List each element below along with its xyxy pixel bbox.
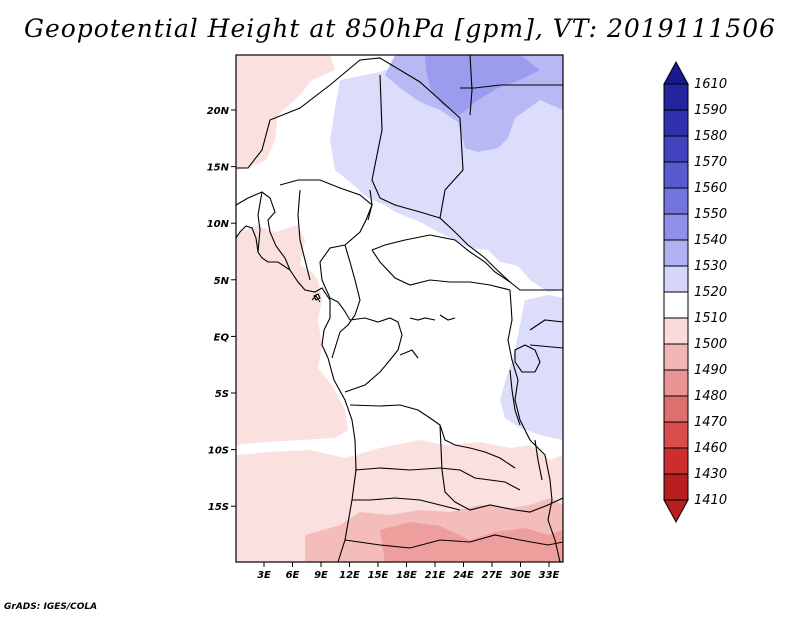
colorbar-level-label: 1540 bbox=[694, 233, 727, 248]
border-redsea bbox=[469, 55, 473, 116]
border-car bbox=[371, 234, 511, 283]
lon-tick-label: 12E bbox=[339, 570, 360, 581]
lat-tick-label: 20N bbox=[207, 106, 230, 117]
lon-tick-label: 9E bbox=[314, 570, 328, 581]
footer-credit: GrADS: IGES/COLA bbox=[4, 602, 98, 612]
border-namibia bbox=[352, 497, 461, 511]
border-westafrica-2 bbox=[257, 191, 263, 253]
border-congo bbox=[331, 244, 361, 359]
colorbar-swatch bbox=[663, 265, 689, 293]
colorbar-level-label: 1610 bbox=[694, 77, 727, 92]
colorbar: 1610 1590 1580 1570 1560 1550 1540 1530 1520 1510… bbox=[663, 60, 727, 524]
colorbar-swatch bbox=[663, 421, 689, 449]
colorbar-level-label: 1480 bbox=[694, 389, 727, 404]
border-north-1 bbox=[236, 57, 461, 169]
border-arabia bbox=[460, 84, 563, 89]
border-east bbox=[507, 289, 561, 562]
lon-tick-label: 6E bbox=[286, 570, 300, 581]
lon-tick-label: 21E bbox=[425, 570, 446, 581]
lon-tick-label: 3E bbox=[257, 570, 271, 581]
border-benin bbox=[297, 189, 311, 281]
lon-tick-label: 33E bbox=[539, 570, 560, 581]
lat-tick-label: 5N bbox=[214, 276, 230, 287]
colorbar-level-label: 1470 bbox=[694, 415, 727, 430]
colorbar-swatch bbox=[663, 395, 689, 423]
shading-gulf-of-guinea bbox=[236, 225, 348, 445]
lat-tick-label: 15S bbox=[208, 502, 229, 513]
lake-volta bbox=[311, 295, 321, 303]
lake-malawi bbox=[534, 439, 543, 481]
shading-arabia-core bbox=[425, 55, 540, 115]
border-north-2 bbox=[439, 117, 563, 291]
colorbar-level-label: 1500 bbox=[694, 337, 727, 352]
border-angola bbox=[354, 467, 521, 491]
colorbar-swatch bbox=[663, 447, 689, 475]
colorbar-swatch bbox=[663, 239, 689, 267]
river-congo-1 bbox=[409, 317, 436, 321]
colorbar-swatch bbox=[663, 187, 689, 215]
border-east-3 bbox=[529, 344, 563, 349]
colorbar-level-label: 1560 bbox=[694, 181, 727, 196]
lon-tick-label: 15E bbox=[368, 570, 389, 581]
border-drc-south bbox=[349, 404, 516, 469]
colorbar-swatch bbox=[663, 317, 689, 345]
border-south bbox=[344, 534, 563, 549]
colorbar-swatch bbox=[663, 135, 689, 163]
colorbar-level-label: 1590 bbox=[694, 103, 727, 118]
colorbar-level-label: 1410 bbox=[694, 493, 727, 508]
colorbar-swatch bbox=[663, 83, 689, 111]
border-zambia bbox=[439, 424, 563, 513]
colorbar-level-label: 1510 bbox=[694, 311, 727, 326]
border-westafrica-1 bbox=[236, 191, 291, 271]
colorbar-level-label: 1580 bbox=[694, 129, 727, 144]
lake-victoria bbox=[514, 344, 541, 373]
lat-tick-label: EQ bbox=[214, 332, 230, 343]
border-nigeria bbox=[279, 179, 373, 221]
colorbar-bottom-arrow bbox=[663, 499, 689, 524]
border-east-2 bbox=[529, 319, 563, 331]
colorbar-top-arrow bbox=[663, 60, 689, 85]
colorbar-level-label: 1490 bbox=[694, 363, 727, 378]
colorbar-swatch bbox=[663, 213, 689, 241]
colorbar-level-label: 1530 bbox=[694, 259, 727, 274]
border-car-south bbox=[371, 249, 511, 291]
lat-tick-label: 15N bbox=[207, 163, 230, 174]
lon-tick-label: 30E bbox=[510, 570, 531, 581]
lon-tick-label: 27E bbox=[482, 570, 503, 581]
colorbar-swatch bbox=[663, 369, 689, 397]
border-chad bbox=[371, 74, 441, 219]
lake-small bbox=[313, 293, 321, 301]
colorbar-swatch bbox=[663, 109, 689, 137]
longitude-axis: 3E 6E 9E 12E 15E 18E 21E 24E 27E 30E 33E bbox=[257, 562, 560, 581]
river-congo-2 bbox=[439, 314, 456, 321]
lat-tick-label: 10N bbox=[207, 219, 230, 230]
colorbar-swatch bbox=[663, 343, 689, 371]
colorbar-swatch bbox=[663, 291, 689, 319]
map-title: Geopotential Height at 850hPa [gpm], VT:… bbox=[23, 14, 777, 43]
colorbar-level-label: 1460 bbox=[694, 441, 727, 456]
lat-tick-label: 10S bbox=[208, 446, 229, 457]
lake-tanganyika bbox=[509, 369, 521, 426]
shading-west-sahara bbox=[236, 55, 335, 170]
lat-tick-label: 5S bbox=[215, 389, 229, 400]
lon-tick-label: 24E bbox=[453, 570, 474, 581]
colorbar-swatch bbox=[663, 161, 689, 189]
colorbar-level-label: 1570 bbox=[694, 155, 727, 170]
latitude-axis: 20N 15N 10N 5N EQ 5S 10S 15S bbox=[207, 106, 236, 513]
colorbar-level-label: 1550 bbox=[694, 207, 727, 222]
colorbar-level-label: 1430 bbox=[694, 467, 727, 482]
border-central bbox=[319, 189, 373, 321]
coastline-west bbox=[236, 225, 357, 562]
map-plot-area bbox=[236, 55, 563, 562]
lon-tick-label: 18E bbox=[396, 570, 417, 581]
colorbar-level-label: 1520 bbox=[694, 285, 727, 300]
border-drc-west bbox=[344, 317, 403, 393]
country-borders bbox=[236, 55, 563, 562]
river-congo-3 bbox=[399, 349, 419, 359]
map-frame bbox=[235, 54, 564, 563]
colorbar-swatch bbox=[663, 473, 689, 501]
